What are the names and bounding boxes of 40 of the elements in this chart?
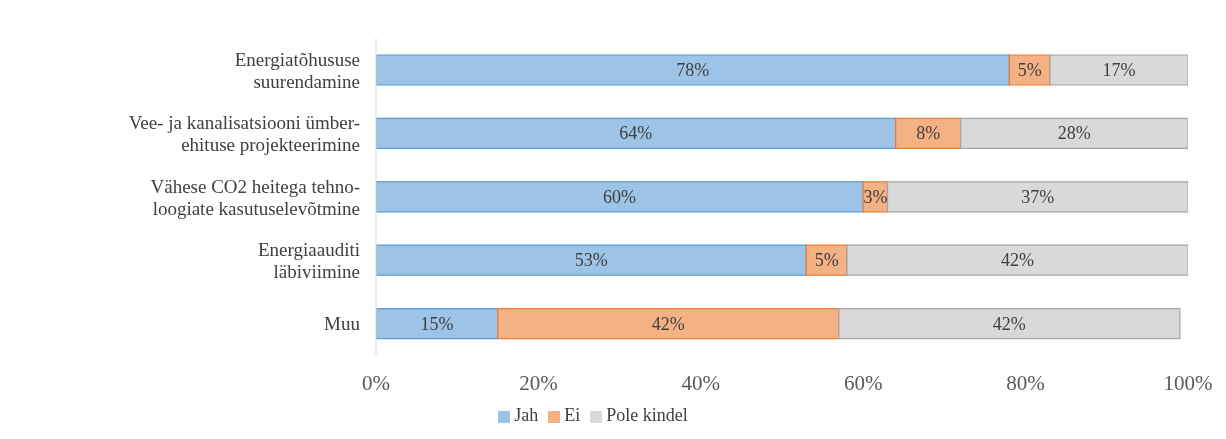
bar bbox=[376, 308, 499, 340]
bar bbox=[376, 117, 897, 149]
bar bbox=[376, 181, 864, 213]
data-label: 28% bbox=[1057, 123, 1091, 144]
y-tick-label: Vähese CO2 heitega tehno- loogiate kasutuselevõtmine bbox=[150, 175, 360, 218]
x-tick-label: 60% bbox=[843, 370, 883, 395]
data-label: 17% bbox=[1102, 60, 1136, 80]
data-label: 5% bbox=[814, 250, 839, 271]
data-label: 64% bbox=[619, 123, 653, 144]
data-label: 42% bbox=[1000, 250, 1034, 271]
x-tick-label: 100% bbox=[1163, 370, 1213, 395]
x-tick-label: 0% bbox=[362, 370, 390, 395]
data-label: 60% bbox=[603, 186, 637, 207]
bar bbox=[1049, 54, 1188, 86]
data-label: 78% bbox=[676, 60, 710, 80]
bar bbox=[497, 308, 840, 340]
data-label: 3% bbox=[863, 186, 888, 207]
bar bbox=[838, 308, 1181, 340]
y-tick-label: Energiaauditi läbiviimine bbox=[257, 238, 360, 282]
data-label: 5% bbox=[1017, 60, 1042, 80]
bar bbox=[376, 244, 807, 276]
data-label: 42% bbox=[651, 313, 685, 334]
x-tick-label: 80% bbox=[1006, 370, 1045, 395]
legend-label: Jah bbox=[514, 405, 539, 425]
bar bbox=[376, 54, 1010, 86]
data-label: 42% bbox=[992, 313, 1026, 334]
data-label: 37% bbox=[1021, 186, 1055, 207]
x-tick-label: 40% bbox=[681, 370, 721, 395]
bar bbox=[886, 181, 1188, 213]
legend-label: Pole kindel bbox=[606, 405, 688, 425]
bar bbox=[846, 244, 1188, 276]
bar bbox=[960, 117, 1188, 149]
y-tick-label: Vee- ja kanalisatsiooni ümber- ehituse projekteerimine bbox=[128, 111, 360, 155]
data-label: 8% bbox=[916, 123, 941, 144]
x-tick-label: 20% bbox=[519, 370, 558, 395]
y-tick-label: Energiatõhususe suurendamine bbox=[234, 48, 360, 92]
data-label: 53% bbox=[574, 250, 608, 271]
legend-label: Ei bbox=[564, 405, 581, 425]
data-label: 15% bbox=[420, 313, 454, 334]
y-tick-label: Muu bbox=[324, 312, 361, 334]
